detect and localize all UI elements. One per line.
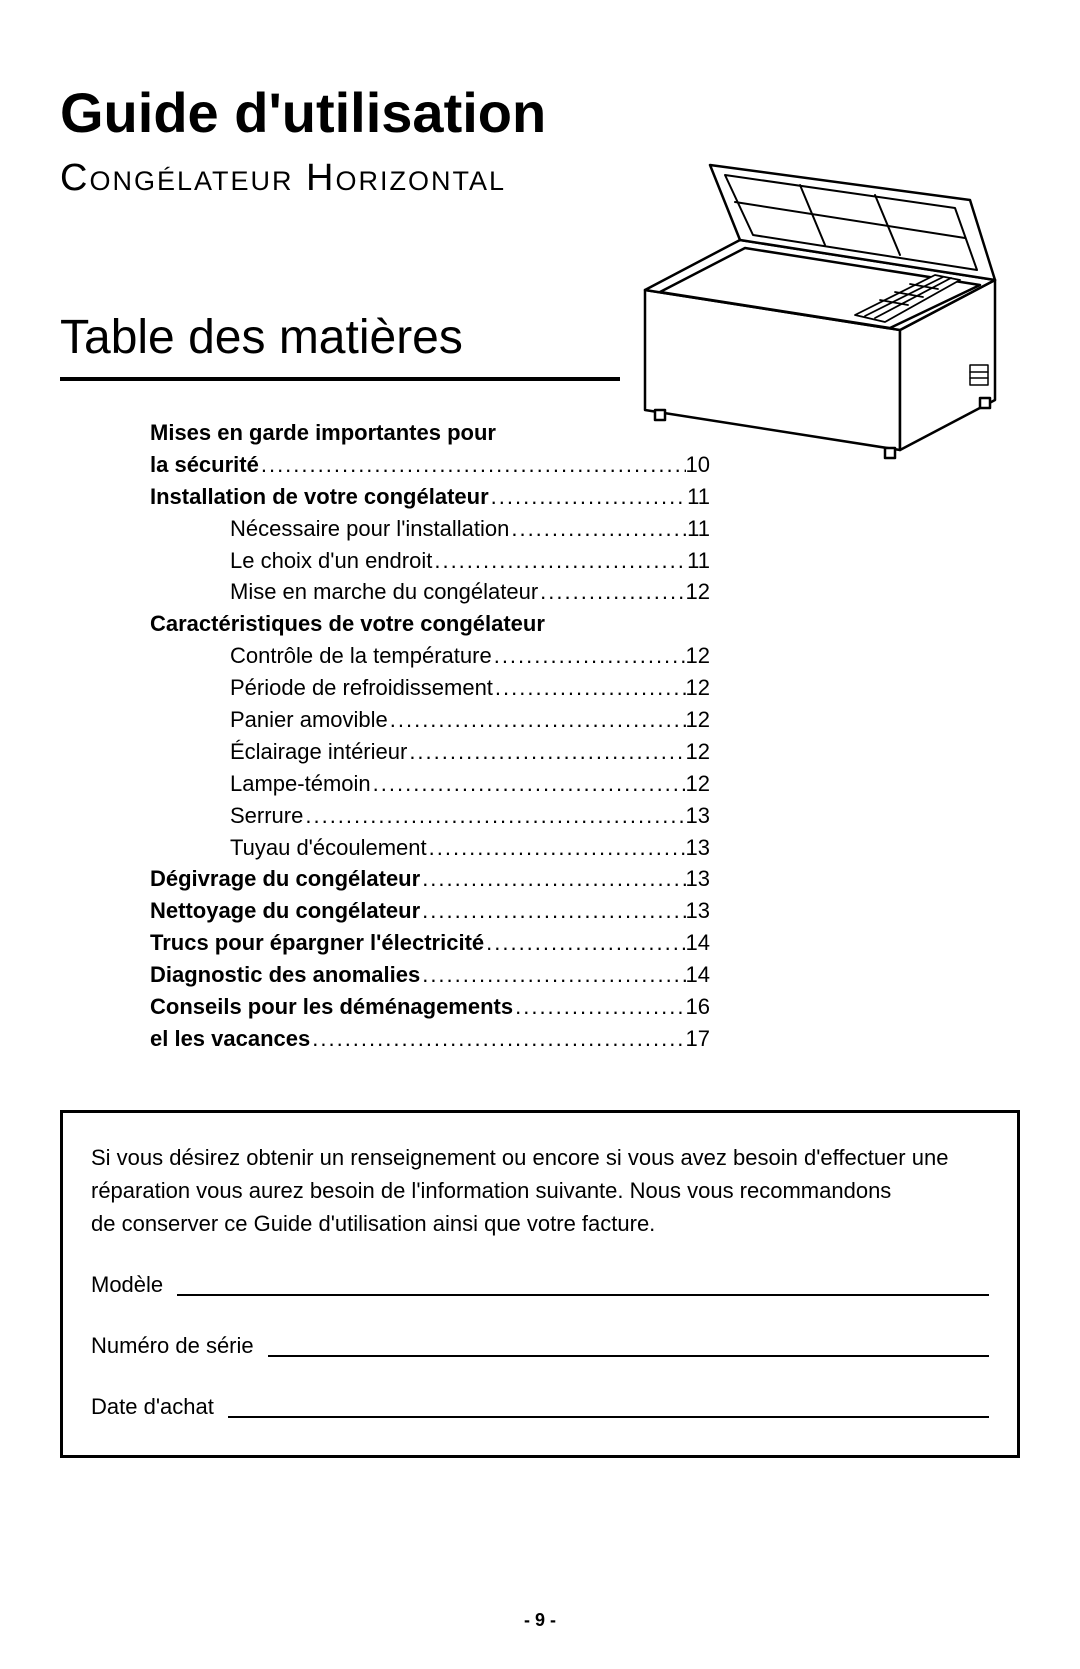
toc-page: 11 [687,513,710,545]
toc-dots: ........................................… [489,481,688,513]
toc-label: la sécurité [150,449,259,481]
toc-page: 13 [686,800,710,832]
toc-dots: ........................................… [407,736,685,768]
toc-label: Mises en garde importantes pour [150,417,496,449]
toc-row: Lampe-témoin ...........................… [150,768,710,800]
toc-page: 12 [686,768,710,800]
toc-row: Trucs pour épargner l'électricité.......… [150,927,710,959]
toc-label: Panier amovible [230,704,388,736]
toc-row: Contrôle de la température .............… [150,640,710,672]
toc-row: Conseils pour les déménagements.........… [150,991,710,1023]
record-para2: de conserver ce Guide d'utilisation ains… [91,1207,989,1240]
serial-rule[interactable] [268,1355,989,1357]
toc-label: Le choix d'un endroit [230,545,432,577]
toc-page: 11 [687,481,710,513]
toc-dots: ........................................… [513,991,685,1023]
toc-page: 12 [686,704,710,736]
date-label: Date d'achat [91,1390,228,1423]
toc-dots: ........................................… [420,863,685,895]
toc-page: 13 [686,895,710,927]
toc-row: el les vacances.........................… [150,1023,710,1055]
toc-page: 12 [686,736,710,768]
toc-dots: ........................................… [427,832,686,864]
date-rule[interactable] [228,1416,989,1418]
toc-page: 12 [686,672,710,704]
toc-label: Dégivrage du congélateur [150,863,420,895]
toc-dots: ........................................… [310,1023,685,1055]
toc-label: Période de refroidissement [230,672,493,704]
toc-page: 13 [686,832,710,864]
toc-dots: ........................................… [420,959,685,991]
toc-row: Éclairage intérieur.....................… [150,736,710,768]
toc-page: 16 [686,991,710,1023]
toc-row: Nécessaire pour l'installation..........… [150,513,710,545]
toc-dots: ........................................… [509,513,687,545]
page: Guide d'utilisation Congélateur Horizont… [0,0,1080,1669]
toc-list: Mises en garde importantes pourla sécuri… [150,417,710,1055]
toc-dots: ........................................… [493,672,686,704]
toc-row: Mise en marche du congélateur...........… [150,576,710,608]
record-box: Si vous désirez obtenir un renseignement… [60,1110,1020,1458]
toc-row: Dégivrage du congélateur................… [150,863,710,895]
toc-row: Serrure ................................… [150,800,710,832]
serial-label: Numéro de série [91,1329,268,1362]
model-rule[interactable] [177,1294,989,1296]
toc-dots: ........................................… [371,768,686,800]
toc-dots: ........................................… [420,895,685,927]
toc-dots: ........................................… [303,800,685,832]
toc-row: Installation de votre congélateur.......… [150,481,710,513]
toc-label: Diagnostic des anomalies [150,959,420,991]
toc-row: Le choix d'un endroit ..................… [150,545,710,577]
toc-rule [60,377,620,381]
toc-label: Nettoyage du congélateur [150,895,420,927]
freezer-icon [625,160,1025,460]
toc-dots: ........................................… [388,704,686,736]
toc-dots: ........................................… [484,927,685,959]
toc-row: Tuyau d'écoulement......................… [150,832,710,864]
toc-dots: ........................................… [259,449,686,481]
toc-row: Diagnostic des anomalies................… [150,959,710,991]
page-number: - 9 - [0,1610,1080,1631]
toc-page: 14 [686,959,710,991]
toc-page: 12 [686,576,710,608]
record-para1: Si vous désirez obtenir un renseignement… [91,1141,989,1207]
toc-page: 11 [687,545,710,577]
toc-row: Période de refroidissement..............… [150,672,710,704]
page-title: Guide d'utilisation [60,80,1020,145]
toc-label: Lampe-témoin [230,768,371,800]
toc-label: Contrôle de la température [230,640,492,672]
serial-line: Numéro de série [91,1329,989,1362]
toc-row: Panier amovible.........................… [150,704,710,736]
toc-label: Caractéristiques de votre congélateur [150,608,545,640]
toc-label: Mise en marche du congélateur [230,576,538,608]
model-line: Modèle [91,1268,989,1301]
model-label: Modèle [91,1268,177,1301]
toc-row: Caractéristiques de votre congélateur [150,608,710,640]
toc-label: Serrure [230,800,303,832]
toc-label: Tuyau d'écoulement [230,832,427,864]
toc-label: Conseils pour les déménagements [150,991,513,1023]
toc-page: 17 [686,1023,710,1055]
toc-page: 14 [686,927,710,959]
toc-label: el les vacances [150,1023,310,1055]
toc-label: Installation de votre congélateur [150,481,489,513]
toc-dots: ........................................… [538,576,685,608]
toc-label: Nécessaire pour l'installation [230,513,509,545]
toc-dots: ........................................… [432,545,687,577]
toc-label: Éclairage intérieur [230,736,407,768]
toc-page: 13 [686,863,710,895]
toc-page: 12 [686,640,710,672]
toc-label: Trucs pour épargner l'électricité [150,927,484,959]
toc-row: Nettoyage du congélateur................… [150,895,710,927]
date-line: Date d'achat [91,1390,989,1423]
toc-dots: ........................................… [492,640,686,672]
